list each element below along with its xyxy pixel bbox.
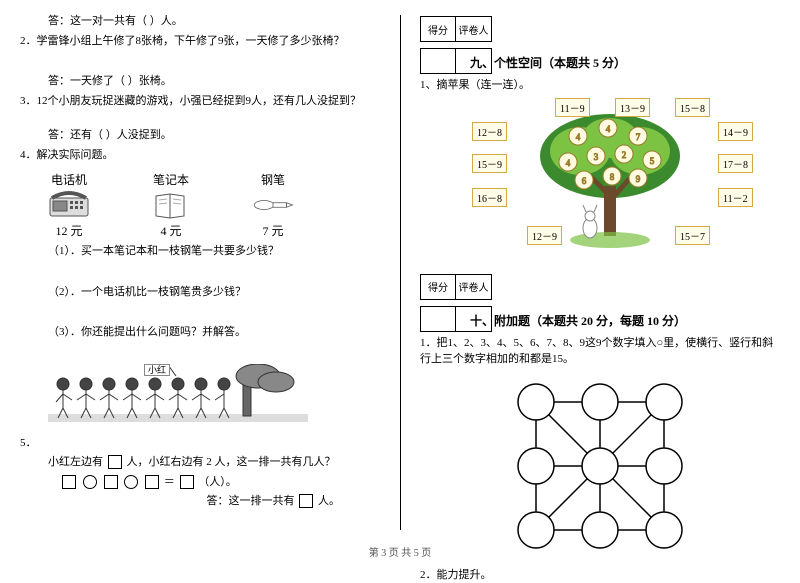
q5-number: 5． [20,437,37,449]
apple-expression-tag: 13－9 [615,98,650,117]
section-10-title: 十、附加题（本题共 20 分，每题 10 分） [470,312,780,329]
page-footer: 第 3 页 共 5 页 [0,544,800,559]
blank-square [108,455,122,469]
score-box-9: 得分 评卷人 [420,16,780,42]
notebook-icon [150,190,192,220]
eq-equals: ＝ [164,476,178,488]
answer-2: 答：一天修了（ ）张椅。 [20,73,380,90]
product-phone: 电话机 12 元 [48,171,90,239]
pen-label: 钢笔 [261,171,285,188]
apple-expression-tag: 15－7 [675,226,710,245]
product-row: 电话机 12 元 笔记本 [48,171,380,239]
grader-label: 评卷人 [456,274,492,300]
apple-expression-tag: 15－8 [675,98,710,117]
apple-tree-area: 4 4 7 4 3 2 5 6 8 9 11－913 [440,98,760,258]
question-5: 5． [20,435,380,452]
product-notebook: 笔记本 4 元 [150,171,192,239]
phone-label: 电话机 [51,171,87,188]
q5-text1: 小红左边有 [48,456,103,468]
score-label: 得分 [420,16,456,42]
apple-expression-tag: 12－8 [472,122,507,141]
svg-text:6: 6 [582,176,587,186]
notebook-label: 笔记本 [153,171,189,188]
svg-text:8: 8 [610,172,615,182]
xiaohong-label: 小红 [144,364,170,376]
answer-5: 答：这一排一共有 人。 [20,493,380,510]
score-blank [420,48,456,74]
apple-num: 4 [576,132,581,142]
answer-3: 答：还有（ ）人没捉到。 [20,127,380,144]
svg-text:3: 3 [594,152,599,162]
section-9-q: 1、摘苹果（连一连）。 [420,77,780,94]
left-column: 答：这一对一共有（ ）人。 2．学雷锋小组上午修了8张椅，下午修了9张，一天修了… [0,0,400,565]
apple-expression-tag: 15－9 [472,154,507,173]
section-10-q1: 1．把1、2、3、4、5、6、7、8、9这9个数字填入○里，使横行、竖行和斜行上… [420,335,780,368]
eq-box [180,475,194,489]
product-pen: 钢笔 7 元 [252,171,294,239]
svg-text:7: 7 [636,132,641,142]
svg-text:4: 4 [606,124,611,134]
phone-price: 12 元 [55,222,82,239]
eq-box [62,475,76,489]
answer5-text: 答：这一排一共有 [207,495,295,507]
section-10-q2: 2．能力提升。 [420,567,780,583]
score-blank [420,306,456,332]
svg-text:2: 2 [622,150,627,160]
answer-1: 答：这一对一共有（ ）人。 [20,13,380,30]
eq-suffix: （人）。 [198,476,237,488]
question-4: 4．解决实际问题。 [20,147,380,164]
eq-box [104,475,118,489]
apple-expression-tag: 17－8 [718,154,753,173]
question-3: 3．12个小朋友玩捉迷藏的游戏，小强已经捉到9人，还有几人没捉到？ [20,93,380,110]
sub-question-1: （1）．买一本笔记本和一枝钢笔一共要多少钱？ [20,243,380,260]
right-column: 得分 评卷人 九、个性空间（本题共 5 分） 1、摘苹果（连一连）。 4 4 7 [400,0,800,565]
grader-label: 评卷人 [456,16,492,42]
score-label: 得分 [420,274,456,300]
svg-text:5: 5 [650,156,655,166]
apple-expression-tag: 12－9 [527,226,562,245]
sub-question-3: （3）．你还能提出什么问题吗？并解答。 [20,324,380,341]
eq-circle [83,475,97,489]
phone-icon [48,190,90,220]
q5-text2: 人，小红右边有 2 人，这一排一共有几人？ [127,456,336,468]
sub-question-2: （2）．一个电话机比一枝钢笔贵多少钱？ [20,284,380,301]
q5-line1: 小红左边有 人，小红右边有 2 人，这一排一共有几人？ [20,454,380,471]
apple-expression-tag: 11－2 [718,188,753,207]
pen-price: 7 元 [262,222,283,239]
eq-circle [124,475,138,489]
svg-text:9: 9 [636,174,641,184]
answer5-suffix: 人。 [318,495,340,507]
magic-square-diagram [500,376,700,559]
blank-square [299,494,313,508]
notebook-price: 4 元 [160,222,181,239]
section-9-title: 九、个性空间（本题共 5 分） [470,54,780,71]
eq-box [145,475,159,489]
apple-expression-tag: 16－8 [472,188,507,207]
score-box-10: 得分 评卷人 [420,274,780,300]
apple-expression-tag: 14－9 [718,122,753,141]
kids-illustration: 小红 [48,364,380,432]
q5-equation: ＝ （人）。 [20,474,380,491]
apple-expression-tag: 11－9 [555,98,590,117]
question-2: 2．学雷锋小组上午修了8张椅，下午修了9张，一天修了多少张椅？ [20,33,380,50]
pen-icon [252,190,294,220]
svg-text:4: 4 [566,158,571,168]
